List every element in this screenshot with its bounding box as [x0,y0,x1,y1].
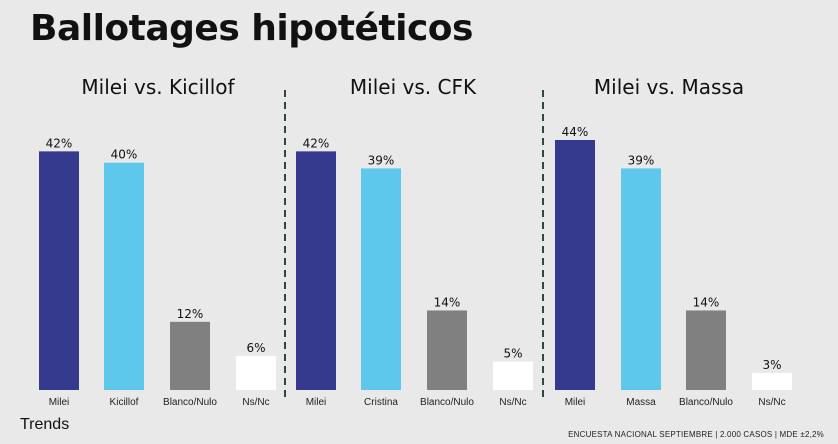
data-label: 42% [303,136,330,150]
brand-logo-text: Trends [20,416,70,433]
chart-title: Milei vs. Kicillof [81,75,235,99]
data-label: 42% [46,136,73,150]
category-label: Blanco/Nulo [163,397,217,408]
bar-cristina [361,168,401,390]
bar-massa [621,168,661,390]
data-label: 3% [762,358,781,372]
bar-blanco-nulo [427,310,467,390]
data-label: 44% [562,125,589,139]
bar-ns-nc [493,361,533,390]
category-label: Ns/Nc [499,397,526,408]
chart-title: Milei vs. Massa [594,75,744,99]
bar-blanco-nulo [686,310,726,390]
category-label: Milei [49,397,70,408]
chart-title: Milei vs. CFK [350,75,477,99]
category-label: Cristina [364,397,398,408]
bar-ns-nc [752,372,792,390]
data-label: 39% [368,153,395,167]
category-label: Massa [626,397,656,408]
data-label: 14% [434,295,461,309]
data-label: 40% [111,148,138,162]
bar-ns-nc [236,355,276,390]
bar-milei [39,151,79,390]
bar-blanco-nulo [170,321,210,390]
data-label: 5% [503,347,522,361]
category-label: Blanco/Nulo [679,397,733,408]
bar-kicillof [104,162,144,390]
footer-note: ENCUESTA NACIONAL SEPTIEMBRE | 2.000 CAS… [568,430,824,439]
category-label: Milei [565,397,586,408]
category-label: Kicillof [110,397,139,408]
category-label: Ns/Nc [758,397,785,408]
category-label: Ns/Nc [242,397,269,408]
category-label: Blanco/Nulo [420,397,474,408]
data-label: 12% [177,307,204,321]
bar-milei [296,151,336,390]
page-title: Ballotages hipotéticos [30,8,473,49]
data-label: 14% [693,295,720,309]
data-label: 39% [628,153,655,167]
bar-milei [555,140,595,390]
data-label: 6% [246,341,265,355]
category-label: Milei [306,397,327,408]
